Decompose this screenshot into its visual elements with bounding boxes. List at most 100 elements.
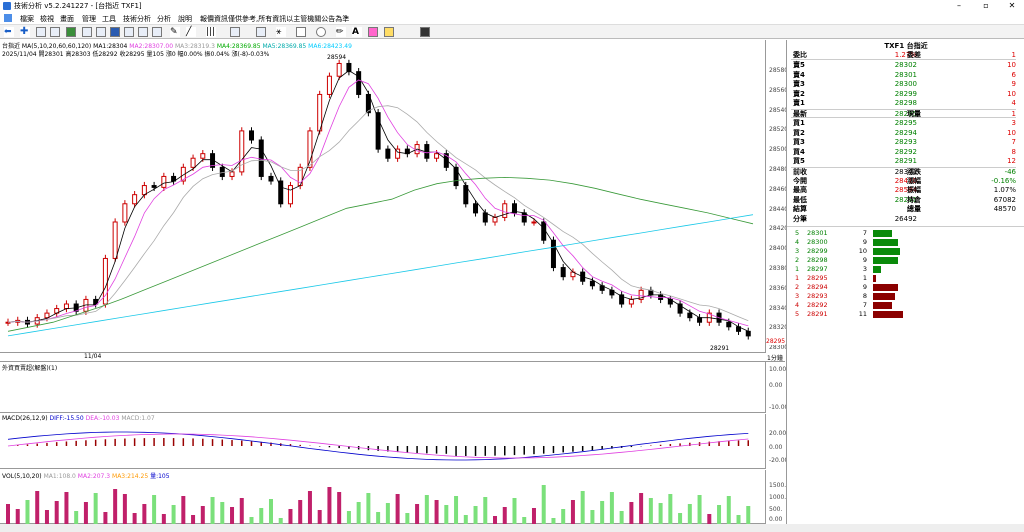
foreign-net-pane[interactable]: 外資買賣超(解盤)(1) — [0, 362, 765, 413]
volume-bar — [337, 492, 342, 524]
menu-tools[interactable]: 工具 — [102, 15, 116, 23]
interval-label[interactable]: 1分鐘 — [767, 355, 783, 362]
pen-icon[interactable]: ✎ — [170, 27, 180, 37]
depth-price: 28293 — [807, 292, 828, 300]
menu-file[interactable]: 檔案 — [20, 15, 34, 23]
layout3-icon[interactable] — [110, 27, 120, 37]
pencil-icon[interactable]: ✏ — [336, 27, 346, 37]
grid-tool2-icon[interactable] — [256, 27, 266, 37]
layout2-icon[interactable] — [96, 27, 106, 37]
candle-body — [502, 203, 508, 218]
price-chart-pane[interactable]: 台指近 MA(5,10,20,60,60,120) MA1:28304 MA2:… — [0, 40, 765, 353]
bars-icon[interactable]: ||| — [206, 27, 216, 37]
line-tool-icon[interactable]: ╱ — [186, 27, 196, 37]
depth-level: 4 — [795, 301, 800, 309]
back-icon[interactable]: ⬅ — [4, 27, 14, 37]
depth-qty: 8 — [862, 292, 867, 300]
chart-icon[interactable] — [66, 27, 76, 37]
ask-label: 賣5 — [793, 61, 805, 69]
add-icon[interactable]: ✚ — [20, 26, 30, 37]
legend-ma2: MA2:28307.00 — [129, 43, 174, 50]
depth-level: 4 — [795, 238, 800, 246]
circle-icon[interactable] — [316, 27, 326, 37]
menu-screen[interactable]: 畫面 — [60, 15, 74, 23]
depth-bar — [873, 284, 898, 291]
candle-body — [239, 130, 245, 173]
volume-bar — [717, 505, 722, 524]
bid-row: 買1 28295 3 — [791, 119, 1016, 128]
menu-analysis[interactable]: 分析 — [157, 15, 171, 23]
volume-bar — [580, 491, 585, 524]
volume-bar — [570, 500, 575, 524]
stat-label: 最高 — [793, 186, 807, 195]
close-button[interactable]: ✕ — [1008, 1, 1016, 10]
layout1-icon[interactable] — [82, 27, 92, 37]
candle-body — [161, 175, 167, 188]
candle-body — [365, 93, 371, 114]
menu-help[interactable]: 說明 — [178, 15, 192, 23]
date-label: 11/04 — [84, 353, 102, 360]
depth-ask-row: 4 28300 9 — [795, 238, 915, 247]
list-icon[interactable] — [36, 27, 46, 37]
candle-body — [44, 312, 50, 319]
candle-body — [482, 212, 488, 223]
bid-label: 買1 — [793, 119, 805, 127]
candle-body — [385, 148, 391, 159]
ask-price: 28301 — [894, 70, 917, 79]
eraser-icon[interactable] — [368, 27, 378, 37]
price-tick: 28360 — [769, 284, 789, 292]
maximize-button[interactable]: ▫ — [983, 1, 989, 10]
bid-row: 買3 28293 7 — [791, 138, 1016, 147]
candle-body — [628, 298, 634, 305]
volume-bar — [132, 513, 137, 524]
candle-body — [278, 180, 284, 205]
ask-label: 賣3 — [793, 80, 805, 89]
price-tick: 28340 — [769, 304, 789, 312]
layout5-icon[interactable] — [138, 27, 148, 37]
pattern-icon[interactable]: ⚹ — [276, 27, 286, 37]
stat-value: 28410 — [894, 176, 917, 185]
stat-value: 28594 — [894, 186, 917, 195]
volume-bar — [678, 513, 683, 524]
text-icon[interactable]: A — [352, 27, 362, 37]
candle-body — [219, 166, 225, 177]
candle-body — [560, 267, 566, 278]
minimize-button[interactable]: – — [957, 1, 961, 10]
grid-tool-icon[interactable] — [230, 27, 240, 37]
price-chart[interactable] — [0, 40, 765, 353]
depth-qty: 7 — [862, 229, 867, 237]
menu-technical[interactable]: 技術分析 — [123, 15, 151, 23]
grid-icon[interactable] — [50, 27, 60, 37]
brush-icon[interactable] — [384, 27, 394, 37]
legend-ma3: MA3:28319.3 — [174, 43, 215, 50]
bid-row: 買5 28291 12 — [791, 157, 1016, 166]
rect-icon[interactable] — [296, 27, 306, 37]
depth-bar — [873, 275, 876, 282]
volume-bar — [200, 506, 205, 524]
ask-qty: 9 — [1011, 80, 1016, 89]
volume-bar — [6, 504, 10, 524]
volume-bar — [551, 518, 556, 524]
layout6-icon[interactable] — [152, 27, 162, 37]
volume-bar — [385, 503, 390, 524]
volume-bar — [346, 511, 351, 524]
bid-qty: 3 — [1011, 119, 1016, 127]
save-icon[interactable] — [420, 27, 430, 37]
macd-pane[interactable]: MACD(26,12,9) DIFF:-15.50 DEA:-10.03 MAC… — [0, 414, 765, 469]
ask-qty: 10 — [1007, 61, 1016, 69]
menu-view[interactable]: 檢視 — [40, 15, 54, 23]
volume-bar — [444, 505, 449, 524]
ask-qty: 6 — [1011, 70, 1016, 79]
volume-pane[interactable]: VOL(5,10,20) MA1:108.0 MA2:207.3 MA3:214… — [0, 470, 765, 524]
macd-diff: DIFF:-15.50 — [49, 415, 84, 422]
menu-manage[interactable]: 管理 — [82, 15, 96, 23]
candle-body — [210, 153, 216, 168]
candle-body — [550, 239, 556, 269]
layout4-icon[interactable] — [124, 27, 134, 37]
doc-icon[interactable] — [4, 14, 12, 22]
price-tick: 28320 — [769, 324, 789, 332]
ratio-label: 委比 — [793, 51, 807, 59]
bid-label: 買4 — [793, 147, 805, 156]
ask-qty: 10 — [1007, 89, 1016, 98]
volume-bar — [15, 509, 20, 524]
